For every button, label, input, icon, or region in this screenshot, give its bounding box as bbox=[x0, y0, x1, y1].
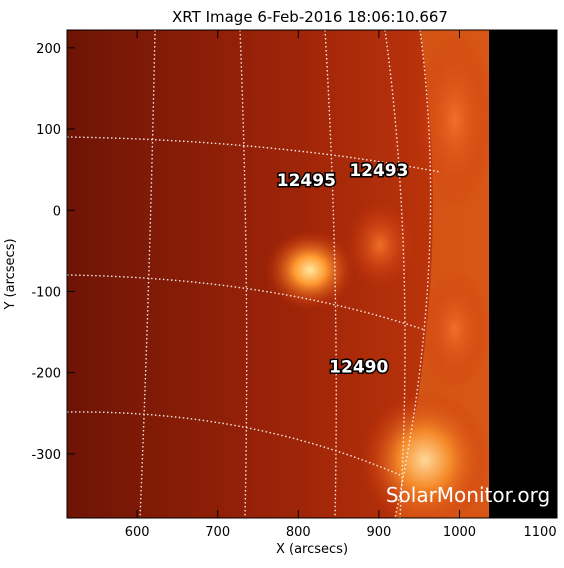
region-label: 12490 bbox=[329, 358, 388, 378]
x-tick-label: 900 bbox=[366, 525, 391, 540]
chart-title: XRT Image 6-Feb-2016 18:06:10.667 bbox=[172, 8, 448, 26]
watermark: SolarMonitor.org bbox=[386, 483, 550, 507]
x-tick-label: 1100 bbox=[524, 525, 557, 540]
plot-frame bbox=[66, 29, 558, 519]
x-tick-label: 700 bbox=[205, 525, 230, 540]
region-label: 12495 bbox=[277, 171, 336, 191]
xrt-image bbox=[67, 30, 557, 518]
y-tick-label: 100 bbox=[36, 123, 61, 138]
region-label: 12493 bbox=[349, 161, 408, 181]
x-tick-label: 600 bbox=[125, 525, 150, 540]
x-tick-label: 1000 bbox=[443, 525, 476, 540]
y-tick-label: 200 bbox=[36, 42, 61, 57]
x-tick-label: 800 bbox=[286, 525, 311, 540]
x-axis-label: X (arcsecs) bbox=[276, 542, 348, 557]
y-tick-label: 0 bbox=[53, 204, 61, 219]
y-tick-label: -200 bbox=[31, 367, 61, 382]
y-axis-label: Y (arcsecs) bbox=[3, 238, 18, 310]
y-tick-label: -300 bbox=[31, 448, 61, 463]
y-tick-label: -100 bbox=[31, 285, 61, 300]
